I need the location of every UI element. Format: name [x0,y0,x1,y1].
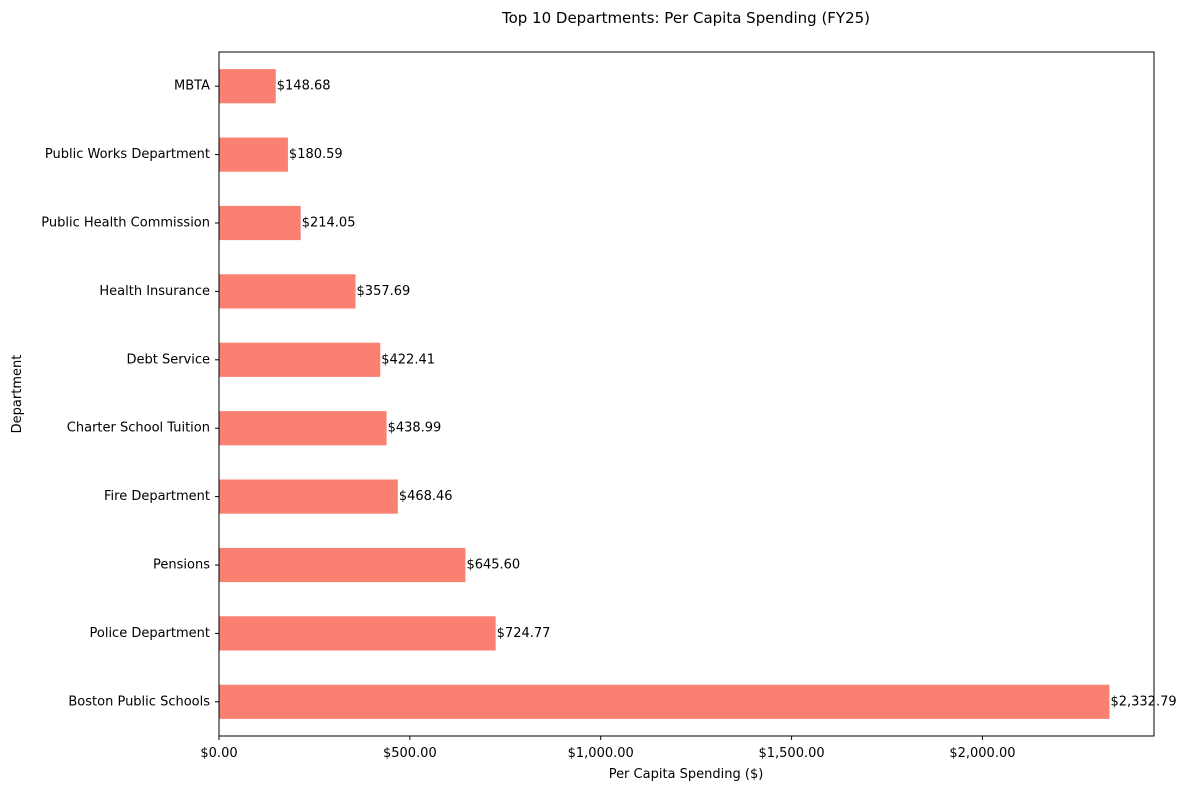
y-axis-title: Department [10,355,25,434]
bar-value-label: $468.46 [399,489,453,504]
y-tick-label: MBTA [174,79,210,94]
y-tick-label: Debt Service [126,352,210,367]
x-tick-label: $0.00 [200,746,237,761]
y-tick-label: Police Department [90,626,211,641]
bar-value-label: $422.41 [381,352,435,367]
bar-value-label: $645.60 [466,558,520,573]
y-tick-label: Public Works Department [45,147,210,162]
bars-group [219,69,1110,719]
plot-frame [218,51,1155,737]
bar-value-label: $438.99 [388,421,442,436]
x-axis-title: Per Capita Spending ($) [609,767,764,782]
bar [219,547,466,583]
bar [219,479,398,514]
bar [219,274,356,309]
y-tick-label: Fire Department [104,489,210,504]
x-axis-ticks: $0.00 $500.00 $1,000.00 $1,500.00 $2,000.00 [200,736,1016,761]
bar [219,411,387,446]
bar-value-label: $214.05 [302,216,356,231]
y-tick-label: Public Health Commission [41,216,210,231]
bar-value-label: $724.77 [497,626,551,641]
bar-value-label: $2,332.79 [1110,694,1176,709]
bar [219,137,288,172]
y-tick-label: Charter School Tuition [67,421,210,436]
x-tick-label: $1,500.00 [758,746,824,761]
x-tick-label: $1,000.00 [568,746,634,761]
y-axis-ticks: Boston Public Schools Police Department Pe… [41,79,219,709]
bar [219,684,1110,719]
chart-title: Top 10 Departments: Per Capita Spending … [501,9,870,27]
bar [219,69,276,104]
bar [219,342,381,377]
bar-value-label: $180.59 [289,147,343,162]
bar-value-label: $357.69 [357,284,411,299]
y-tick-label: Boston Public Schools [68,694,210,709]
bar [219,205,301,241]
y-tick-label: Health Insurance [99,284,210,299]
bar-value-label: $148.68 [277,79,331,94]
x-tick-label: $2,000.00 [949,746,1015,761]
data-labels-group: $2,332.79 $724.77 $645.60 $468.46 $438.99 $42… [277,79,1177,710]
y-tick-label: Pensions [153,558,210,573]
x-tick-label: $500.00 [383,746,437,761]
bar [219,616,496,651]
